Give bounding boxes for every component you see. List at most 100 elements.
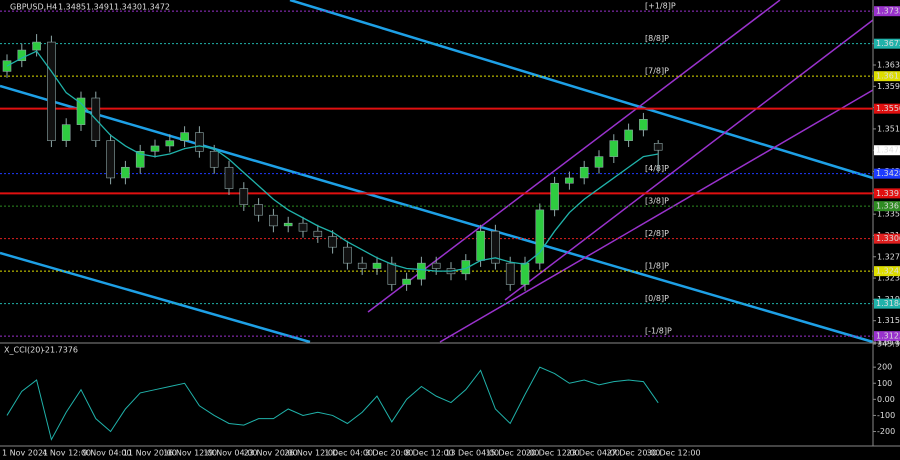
candle-body [579, 166, 589, 179]
cci-tick-label: 0.00 [877, 395, 895, 404]
x-tick-label: 8 Dec 12:00 [405, 449, 454, 458]
level-price: 1.3123 [876, 332, 900, 341]
x-tick-label: 11 Nov 20:00 [123, 449, 177, 458]
candle-body [150, 145, 160, 152]
ohlc-high: 1.3491 [86, 3, 114, 12]
x-tick-label: 19 Nov 04:00 [204, 449, 258, 458]
candle-body [639, 119, 648, 131]
candle-body [328, 236, 337, 248]
x-tick-label: 23 Dec 04:00 [566, 449, 620, 458]
ohlc-low: 1.3430 [114, 3, 142, 12]
candle-body [106, 140, 115, 179]
y-tick-label: 1.3112 [877, 338, 900, 347]
x-tick-label: 26 Nov 12:00 [284, 449, 338, 458]
level-price: 1.3367 [876, 202, 900, 211]
candle-body [121, 166, 130, 179]
ohlc-close: 1.3472 [142, 3, 170, 12]
level-price: 1.3245 [876, 267, 900, 276]
candle-body [165, 140, 175, 147]
cci-tick-label: 200 [877, 363, 892, 372]
level-price-box [874, 298, 900, 309]
level-label: [0/8]P [645, 294, 669, 303]
candle-body [402, 278, 411, 285]
trend-line [0, 84, 874, 344]
level-label: [7/8]P [645, 67, 669, 76]
level-price-box [874, 38, 900, 49]
indicator-value: -21.7376 [42, 346, 78, 355]
level-price-box [874, 266, 900, 277]
x-tick-label: 16 Nov 12:00 [163, 449, 217, 458]
candle-body [32, 41, 41, 51]
candle-body [624, 129, 633, 141]
channel-line [504, 19, 874, 301]
candle-body [47, 41, 56, 141]
y-tick-label: 1.3232 [877, 274, 900, 283]
level-price: 1.3611 [876, 72, 900, 81]
current-price-box [874, 145, 900, 156]
level-price: 1.3184 [876, 299, 900, 308]
candle-body [224, 166, 234, 189]
level-price-box [874, 201, 900, 212]
candle-body [269, 214, 278, 227]
level-label: [8/8]P [645, 34, 669, 43]
x-tick-label: 9 Nov 04:00 [83, 449, 132, 458]
current-price: 1.3472 [876, 146, 900, 155]
candle-body [313, 230, 323, 237]
candle-body [298, 222, 308, 232]
level-price-box [874, 233, 900, 244]
candle-body [550, 182, 559, 211]
sr-price-box [874, 103, 900, 114]
y-tick-label: 1.3352 [877, 210, 900, 219]
y-tick-label: 1.3152 [877, 316, 900, 325]
candle-body [135, 150, 145, 168]
channel-line [439, 89, 874, 343]
channel-line [367, 0, 781, 313]
y-tick-label: 1.3592 [877, 82, 900, 91]
indicator-title: X_CCI(20) [4, 346, 43, 355]
level-price-box [874, 331, 900, 342]
x-tick-label: 20 Dec 12:00 [526, 449, 580, 458]
candle-body [535, 209, 545, 264]
x-tick-label: 23 Nov 20:00 [244, 449, 298, 458]
x-tick-label: 27 Dec 20:00 [607, 449, 661, 458]
candle-body [254, 204, 263, 216]
candle-body [283, 222, 293, 227]
candle-body [209, 150, 219, 168]
cci-tick-label: -200 [877, 427, 895, 436]
candle-body [505, 262, 515, 285]
level-price: 1.3306 [876, 234, 900, 243]
moving-average [6, 50, 659, 272]
level-label: [3/8]P [645, 197, 669, 206]
x-tick-label: 13 Dec 04:00 [445, 449, 499, 458]
candle-body [372, 262, 382, 269]
x-tick-label: 1 Nov 2021 [2, 449, 48, 458]
candle-body [431, 262, 441, 269]
trend-lines [0, 0, 874, 344]
level-label: [+1/8]P [645, 2, 676, 11]
level-label: [4/8]P [645, 164, 669, 173]
candle-body [565, 177, 574, 184]
candle-body [417, 262, 426, 280]
candle-body [76, 97, 86, 125]
y-tick-label: 1.3632 [877, 60, 900, 69]
sr-price: 1.3550 [876, 104, 900, 113]
x-tick-label: 3 Dec 20:00 [365, 449, 414, 458]
candle-body [357, 262, 367, 269]
y-tick-label: 1.3272 [877, 252, 900, 261]
level-price: 1.3428 [876, 169, 900, 178]
trend-line [289, 0, 874, 180]
candle-body [180, 132, 189, 141]
x-tick-label: 4 Nov 12:00 [42, 449, 91, 458]
cci-tick-label: 100 [877, 379, 892, 388]
candle-body [520, 262, 530, 285]
level-price-box [874, 6, 900, 17]
level-price: 1.3672 [876, 39, 900, 48]
level-price-box [874, 71, 900, 82]
level-label: [2/8]P [645, 229, 669, 238]
candle-body [653, 142, 663, 151]
x-tick-label: 1 Dec 04:00 [324, 449, 373, 458]
x-tick-label: 30 Dec 12:00 [647, 449, 701, 458]
candle-body [387, 262, 397, 285]
